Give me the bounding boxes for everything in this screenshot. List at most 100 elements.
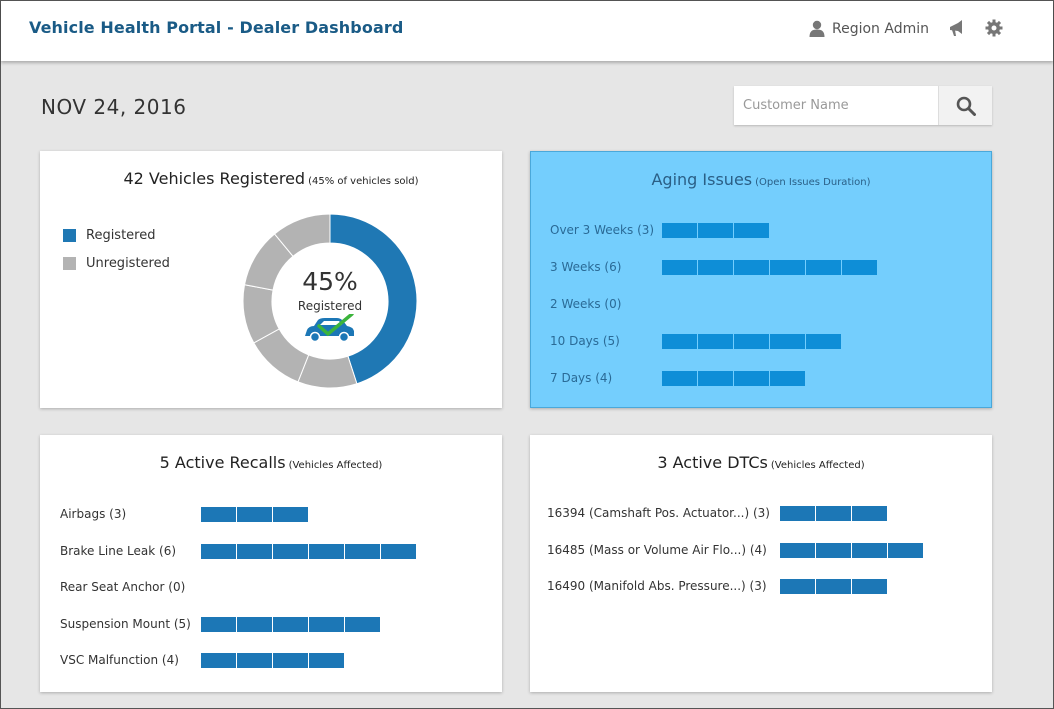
dtcs-row-label: 16485 (Mass or Volume Air Flo...) (4) [547,542,767,557]
donut-percent-label: Registered [297,299,363,313]
aging-bar[interactable] [662,260,878,276]
gear-icon[interactable] [985,19,1003,41]
aging-bar-segment [770,334,805,349]
aging-bar[interactable] [662,223,770,239]
recalls-bar-segment [201,653,236,668]
customer-search [734,86,992,125]
active-dtcs-title: 3 Active DTCs (Vehicles Affected) [657,453,865,472]
aging-bar-segment [734,260,769,275]
aging-bar-segment [734,334,769,349]
donut-percent: 45% [302,267,358,296]
user-menu[interactable]: Region Admin [809,20,929,37]
aging-row-label: Over 3 Weeks (3) [550,223,655,237]
dtcs-bar[interactable] [780,506,888,522]
recalls-bar-segment [309,543,344,559]
dtcs-bar-segment [816,542,851,558]
recalls-bar-segment [237,616,272,632]
current-date: NOV 24, 2016 [41,95,187,119]
recalls-row-label: VSC Malfunction (4) [60,653,179,667]
aging-bar-segment [806,260,841,275]
recalls-bar[interactable] [201,616,381,633]
dtcs-bar[interactable] [780,542,924,559]
aging-bar-segment [698,223,733,238]
recalls-bar-segment [237,507,272,522]
active-dtcs-card[interactable]: 3 Active DTCs (Vehicles Affected) 16394 (… [530,435,992,692]
vehicles-registered-title: 42 Vehicles Registered (45% of vehicles s… [123,169,419,188]
aging-issues-title: Aging Issues (Open Issues Duration) [651,170,871,189]
aging-row-label: 7 Days (4) [550,371,613,385]
search-icon [956,96,976,116]
car-check-icon [305,314,354,343]
aging-bar-segment [698,334,733,349]
user-icon [809,20,825,37]
aging-bar-segment [698,371,733,386]
recalls-bar-segment [273,616,308,632]
aging-bar[interactable] [662,334,842,350]
registration-legend: Registered Unregistered [63,221,170,277]
recalls-bar[interactable] [201,507,309,523]
legend-item-registered: Registered [63,221,170,249]
recalls-row-label: Suspension Mount (5) [60,616,191,631]
dtcs-bar-segment [852,579,887,594]
aging-row-label: 2 Weeks (0) [550,297,622,311]
dtcs-bar-segment [780,542,815,558]
dtcs-bar-segment [888,542,923,558]
aging-bar-segment [662,260,697,275]
dtcs-bar-segment [816,506,851,521]
aging-bar-segment [662,371,697,386]
aging-issues-card[interactable]: Aging Issues (Open Issues Duration) Over … [530,151,992,408]
recalls-bar-segment [345,543,380,559]
dtcs-row-label: 16394 (Camshaft Pos. Actuator...) (3) [547,506,770,520]
recalls-bar[interactable] [201,543,417,560]
app-title: Vehicle Health Portal - Dealer Dashboard [29,18,404,37]
recalls-bar-segment [273,507,308,522]
aging-bar-segment [806,334,841,349]
recalls-bar-segment [273,653,308,668]
aging-bar-segment [662,334,697,349]
dtcs-bar-segment [816,579,851,594]
dtcs-bar-segment [780,506,815,521]
recalls-row-label: Brake Line Leak (6) [60,543,177,558]
dtcs-bar-segment [852,542,887,558]
recalls-bar-segment [309,616,344,632]
active-recalls-title: 5 Active Recalls (Vehicles Affected) [159,453,383,472]
aging-bar-segment [734,223,769,238]
top-bar: Vehicle Health Portal - Dealer Dashboard… [1,1,1053,61]
recalls-bar[interactable] [201,653,345,669]
search-button[interactable] [938,86,992,125]
recalls-bar-segment [345,616,380,632]
aging-bar-segment [770,371,805,386]
registration-donut-chart[interactable] [240,211,420,391]
megaphone-icon[interactable] [947,19,967,43]
vehicles-registered-card[interactable]: 42 Vehicles Registered (45% of vehicles s… [40,151,502,408]
recalls-bar-segment [201,616,236,632]
dtcs-bar-segment [852,506,887,521]
recalls-bar-segment [237,543,272,559]
recalls-bar-segment [237,653,272,668]
donut-slice-unregistered[interactable] [273,213,331,258]
recalls-bar-segment [381,543,416,559]
aging-bar-segment [770,260,805,275]
recalls-bar-segment [201,543,236,559]
recalls-bar-segment [201,507,236,522]
aging-bar-segment [698,260,733,275]
aging-bar-segment [662,223,697,238]
legend-swatch-unregistered [63,256,76,270]
user-name: Region Admin [832,20,929,37]
dtcs-bar[interactable] [780,579,888,595]
aging-row-label: 10 Days (5) [550,334,620,348]
legend-swatch-registered [63,228,76,242]
donut-slice-registered[interactable] [329,213,418,385]
aging-bar-segment [842,260,877,275]
recalls-row-label: Rear Seat Anchor (0) [60,580,186,594]
dtcs-bar-segment [780,579,815,594]
recalls-row-label: Airbags (3) [60,507,127,521]
recalls-bar-segment [273,543,308,559]
customer-search-input[interactable] [734,86,938,125]
recalls-bar-segment [309,653,344,668]
legend-item-unregistered: Unregistered [63,249,170,277]
aging-bar-segment [734,371,769,386]
aging-bar[interactable] [662,371,806,387]
dtcs-row-label: 16490 (Manifold Abs. Pressure...) (3) [547,579,767,593]
active-recalls-card[interactable]: 5 Active Recalls (Vehicles Affected) Airb… [40,435,502,692]
